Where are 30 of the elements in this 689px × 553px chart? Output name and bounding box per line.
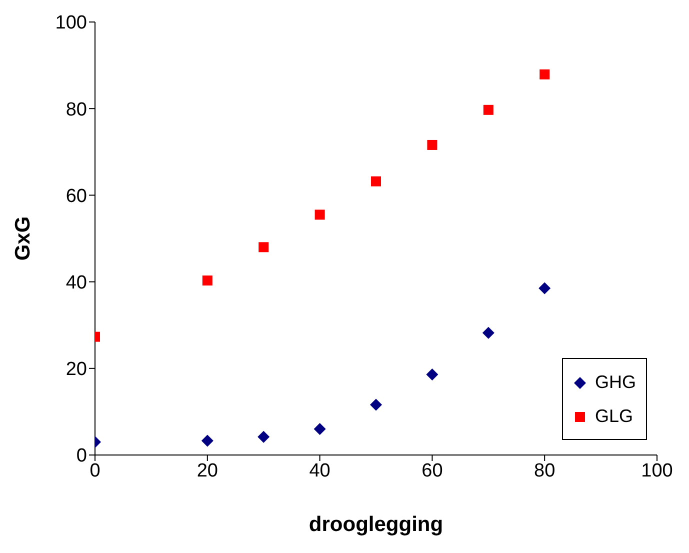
x-tick-label: 0 — [90, 460, 100, 482]
x-tick-label: 100 — [641, 460, 673, 482]
x-tick-label: 40 — [309, 460, 330, 482]
y-tick-label: 100 — [55, 12, 87, 34]
point — [258, 430, 270, 443]
point — [201, 434, 214, 447]
x-tick-label: 60 — [422, 460, 443, 482]
point — [202, 276, 212, 286]
y-tick-label: 40 — [66, 272, 87, 294]
legend-label: GLG — [594, 405, 634, 428]
point — [314, 423, 326, 436]
point — [258, 242, 269, 252]
y-tick-label: 0 — [76, 446, 87, 467]
point — [371, 176, 381, 186]
x-axis-title: drooglegging — [308, 513, 444, 536]
y-tick-label: 60 — [66, 186, 87, 207]
legend-label: GHG — [594, 371, 636, 394]
y-axis-title: GxG — [11, 216, 34, 261]
point — [314, 210, 325, 220]
point — [482, 326, 494, 339]
point — [370, 398, 382, 411]
y-tick-label: 80 — [66, 99, 87, 120]
x-tick-label: 20 — [196, 460, 218, 482]
point — [483, 104, 494, 115]
point — [538, 282, 551, 294]
y-tick-label: 20 — [66, 359, 87, 380]
x-tick-label: 80 — [534, 460, 556, 482]
point — [540, 69, 550, 80]
point — [426, 368, 438, 380]
point — [427, 140, 438, 150]
